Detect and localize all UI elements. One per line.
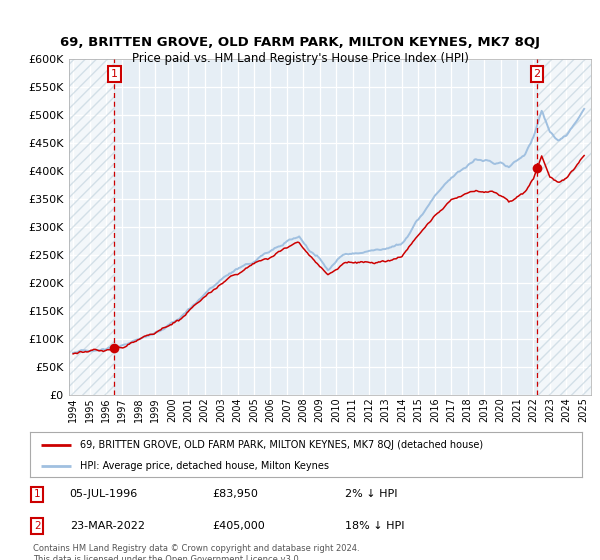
Text: 2: 2: [34, 521, 40, 531]
Text: £83,950: £83,950: [212, 489, 258, 500]
Text: 69, BRITTEN GROVE, OLD FARM PARK, MILTON KEYNES, MK7 8QJ: 69, BRITTEN GROVE, OLD FARM PARK, MILTON…: [60, 36, 540, 49]
Text: Contains HM Land Registry data © Crown copyright and database right 2024.
This d: Contains HM Land Registry data © Crown c…: [33, 544, 359, 560]
Text: 1: 1: [111, 69, 118, 79]
Text: £405,000: £405,000: [212, 521, 265, 531]
Text: 23-MAR-2022: 23-MAR-2022: [70, 521, 145, 531]
Text: 2: 2: [533, 69, 541, 79]
Text: 05-JUL-1996: 05-JUL-1996: [70, 489, 138, 500]
Text: Price paid vs. HM Land Registry's House Price Index (HPI): Price paid vs. HM Land Registry's House …: [131, 52, 469, 64]
Text: 69, BRITTEN GROVE, OLD FARM PARK, MILTON KEYNES, MK7 8QJ (detached house): 69, BRITTEN GROVE, OLD FARM PARK, MILTON…: [80, 440, 483, 450]
Text: HPI: Average price, detached house, Milton Keynes: HPI: Average price, detached house, Milt…: [80, 461, 329, 471]
Text: 1: 1: [34, 489, 40, 500]
Text: 2% ↓ HPI: 2% ↓ HPI: [344, 489, 397, 500]
Text: 18% ↓ HPI: 18% ↓ HPI: [344, 521, 404, 531]
